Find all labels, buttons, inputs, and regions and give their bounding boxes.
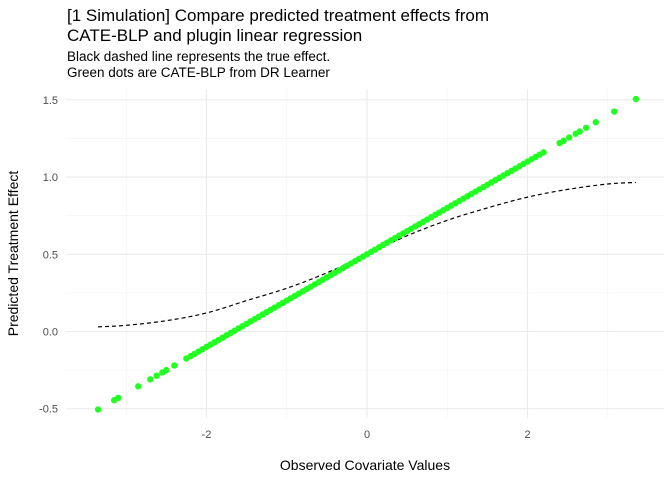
blp-point: [114, 394, 122, 402]
blp-point: [576, 128, 583, 135]
chart-subtitle-line-1: Black dashed line represents the true ef…: [67, 49, 331, 64]
blp-points: [94, 95, 640, 413]
x-tick-label: 0: [364, 429, 370, 441]
blp-point: [566, 134, 573, 141]
x-tick-label: -2: [202, 429, 212, 441]
blp-point: [171, 362, 178, 369]
blp-point: [632, 95, 640, 103]
y-tick-label: 0.5: [43, 249, 58, 261]
y-tick-label: 1.5: [43, 95, 58, 107]
blp-point: [540, 149, 547, 156]
y-axis-title: Predicted Treatment Effect: [5, 171, 21, 337]
y-tick-label: 0.0: [43, 327, 58, 339]
x-tick-label: 2: [524, 429, 530, 441]
blp-point: [153, 372, 160, 379]
blp-point: [611, 108, 618, 115]
blp-point: [147, 376, 154, 383]
chart-title-line-2: CATE-BLP and plugin linear regression: [67, 26, 363, 45]
blp-point: [560, 137, 567, 144]
x-axis-title: Observed Covariate Values: [280, 457, 450, 473]
chart-title: [1 Simulation] Compare predicted treatme…: [67, 6, 667, 46]
x-axis-ticks: -2 0 2: [202, 429, 531, 441]
blp-point: [582, 124, 590, 131]
minor-gridlines: [66, 89, 664, 418]
blp-point: [163, 366, 170, 374]
blp-point: [135, 383, 142, 390]
blp-point: [94, 406, 102, 413]
chart-subtitle: Black dashed line represents the true ef…: [67, 49, 667, 81]
chart-subtitle-line-2: Green dots are CATE-BLP from DR Learner: [67, 65, 330, 80]
y-tick-label: 1.0: [43, 172, 58, 184]
blp-point: [592, 119, 599, 126]
chart-title-line-1: [1 Simulation] Compare predicted treatme…: [67, 6, 490, 25]
y-axis-ticks: -0.5 0.0 0.5 1.0 1.5: [39, 95, 58, 416]
y-tick-label: -0.5: [39, 404, 58, 416]
